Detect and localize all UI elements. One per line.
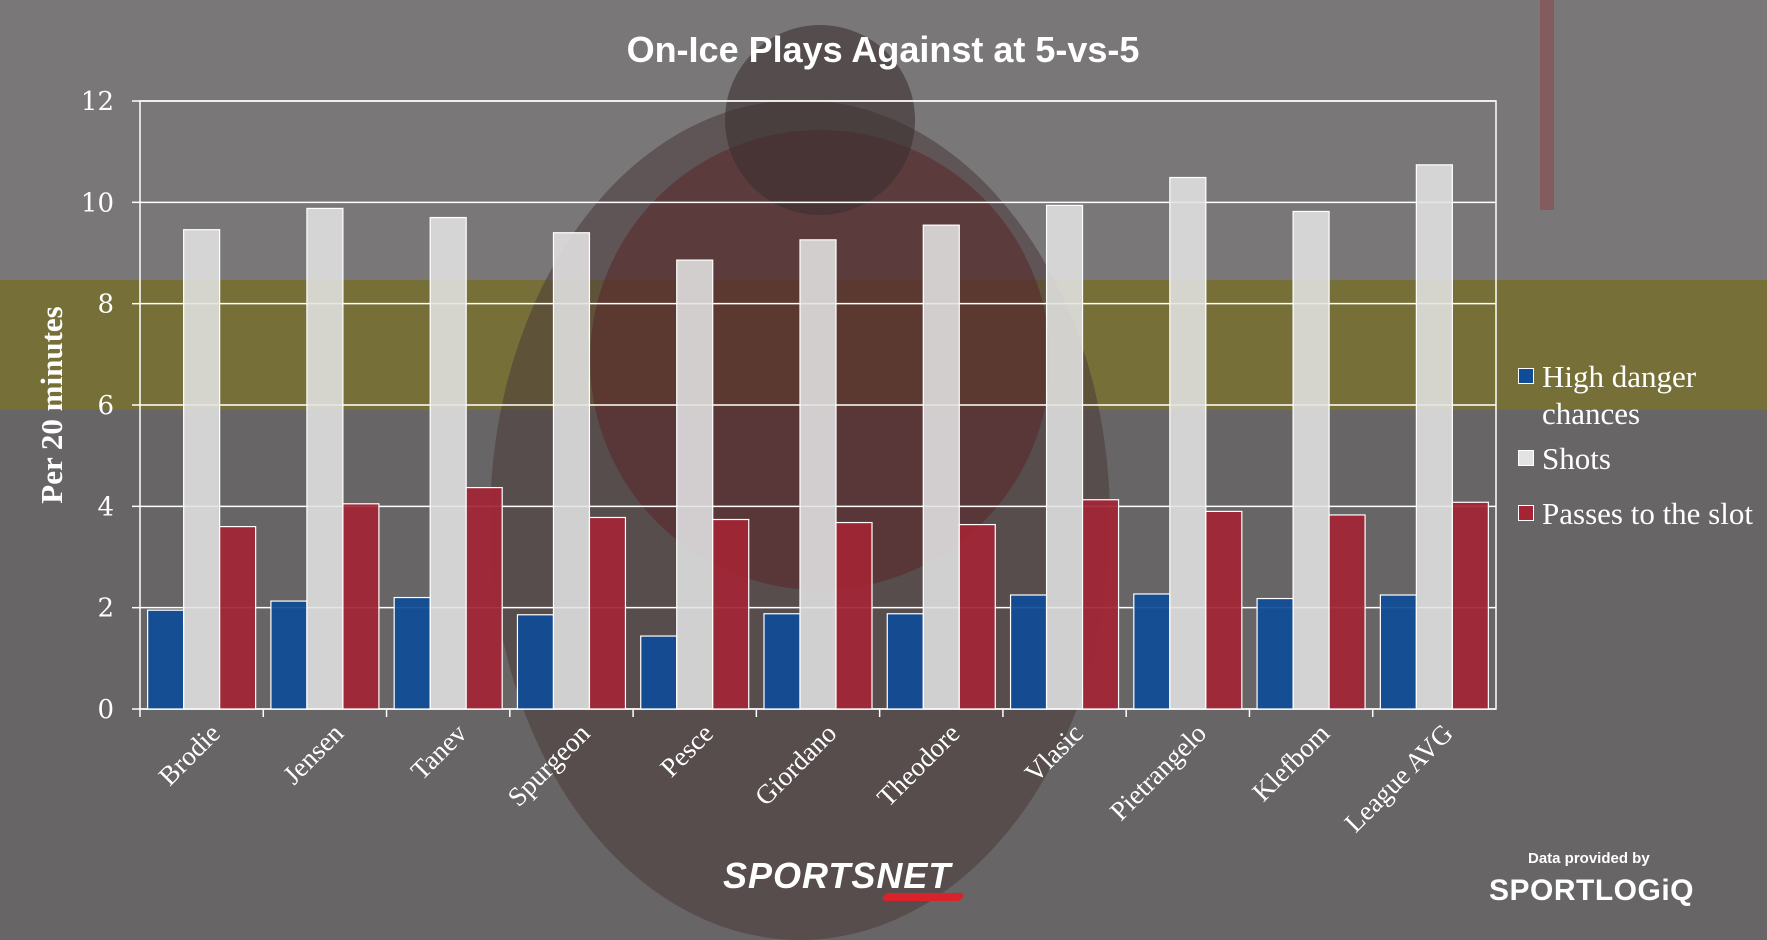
bar-high-danger-chances-tanev xyxy=(393,596,431,710)
bar-passes-to-the-slot-pietrangelo xyxy=(1205,510,1243,710)
bar-shots-klefbom xyxy=(1292,210,1330,710)
bar-shots-giordano xyxy=(799,239,837,710)
x-tick-label: League AVG xyxy=(1339,718,1459,838)
bar-passes-to-the-slot-spurgeon xyxy=(588,516,627,710)
bar-passes-to-the-slot-theodore xyxy=(958,523,996,710)
x-tick-labels: Brodie Jensen Tanev Spurgeon Pesce Giordano Th… xyxy=(153,718,1459,838)
y-tick-labels: 0 2 4 6 8 10 12 xyxy=(81,87,114,725)
bar-shots-spurgeon xyxy=(552,232,591,710)
bar-high-danger-chances-pietrangelo xyxy=(1133,593,1171,710)
legend-swatch-high-danger xyxy=(1518,368,1534,384)
legend-swatch-shots xyxy=(1518,450,1534,466)
bar-passes-to-the-slot-league-avg xyxy=(1451,501,1489,710)
y-tick-label: 0 xyxy=(97,695,114,725)
x-tick-label: Pesce xyxy=(654,718,719,783)
bar-passes-to-the-slot-vlasic xyxy=(1081,499,1120,710)
bar-passes-to-the-slot-brodie xyxy=(219,525,257,710)
bar-shots-theodore xyxy=(922,224,960,710)
legend-item-passes: Passes to the slot xyxy=(1518,495,1767,532)
y-tick-label: 4 xyxy=(97,492,114,522)
y-tick-label: 6 xyxy=(97,391,114,421)
bar-passes-to-the-slot-klefbom xyxy=(1328,514,1366,710)
sportsnet-swoosh-icon xyxy=(881,893,965,901)
bar-shots-tanev xyxy=(429,216,467,710)
bar-passes-to-the-slot-giordano xyxy=(835,521,873,710)
legend-label-high-danger: High danger chances xyxy=(1542,359,1697,431)
x-tick-label: Spurgeon xyxy=(502,718,596,812)
x-tick-label: Vlasic xyxy=(1019,718,1089,788)
bar-high-danger-chances-theodore xyxy=(886,613,924,710)
y-tick-label: 12 xyxy=(81,87,114,117)
legend-label-passes: Passes to the slot xyxy=(1542,496,1753,531)
bar-high-danger-chances-league-avg xyxy=(1379,594,1417,710)
y-tick-label: 8 xyxy=(97,290,114,320)
chart-title: On-Ice Plays Against at 5-vs-5 xyxy=(627,29,1140,70)
y-axis-label: Per 20 minutes xyxy=(34,306,69,503)
bar-high-danger-chances-klefbom xyxy=(1256,597,1294,710)
bar-shots-pesce xyxy=(676,259,714,710)
bar-high-danger-chances-giordano xyxy=(763,613,801,710)
bar-passes-to-the-slot-tanev xyxy=(465,486,503,710)
bar-high-danger-chances-jensen xyxy=(270,600,308,710)
bar-passes-to-the-slot-jensen xyxy=(342,503,380,710)
sportsnet-logo-text: SPORTSNET xyxy=(723,855,952,896)
sportlogiq-logo: SPORTLOGiQ xyxy=(1489,874,1695,907)
legend: High danger chances Shots Passes to the … xyxy=(1518,358,1767,540)
data-provided-by: Data provided by xyxy=(1528,850,1650,867)
bar-high-danger-chances-pesce xyxy=(640,635,678,710)
legend-item-high-danger: High danger chances xyxy=(1518,358,1767,432)
bar-shots-jensen xyxy=(306,207,344,710)
bar-high-danger-chances-spurgeon xyxy=(516,614,555,710)
bars xyxy=(147,164,1489,710)
x-tick-label: Jensen xyxy=(277,718,349,790)
y-tick-label: 2 xyxy=(97,594,114,624)
sportsnet-logo: SPORTSNET xyxy=(723,855,965,901)
bar-high-danger-chances-vlasic xyxy=(1009,594,1048,710)
bar-passes-to-the-slot-pesce xyxy=(712,518,750,710)
x-tick-label: Klefbom xyxy=(1246,718,1335,807)
x-tick-label: Giordano xyxy=(749,718,842,811)
bar-shots-vlasic xyxy=(1045,204,1084,710)
x-tick-label: Tanev xyxy=(405,718,473,786)
legend-label-shots: Shots xyxy=(1542,441,1611,476)
y-tick-label: 10 xyxy=(81,188,114,218)
bar-shots-brodie xyxy=(183,229,221,710)
x-tick-label: Pietrangelo xyxy=(1104,718,1212,826)
x-tick-label: Brodie xyxy=(153,718,226,791)
bar-shots-league-avg xyxy=(1415,164,1453,710)
x-tick-label: Theodore xyxy=(871,718,965,812)
legend-swatch-passes xyxy=(1518,505,1534,521)
bar-shots-pietrangelo xyxy=(1169,176,1207,710)
bar-high-danger-chances-brodie xyxy=(147,609,185,710)
legend-item-shots: Shots xyxy=(1518,440,1767,477)
